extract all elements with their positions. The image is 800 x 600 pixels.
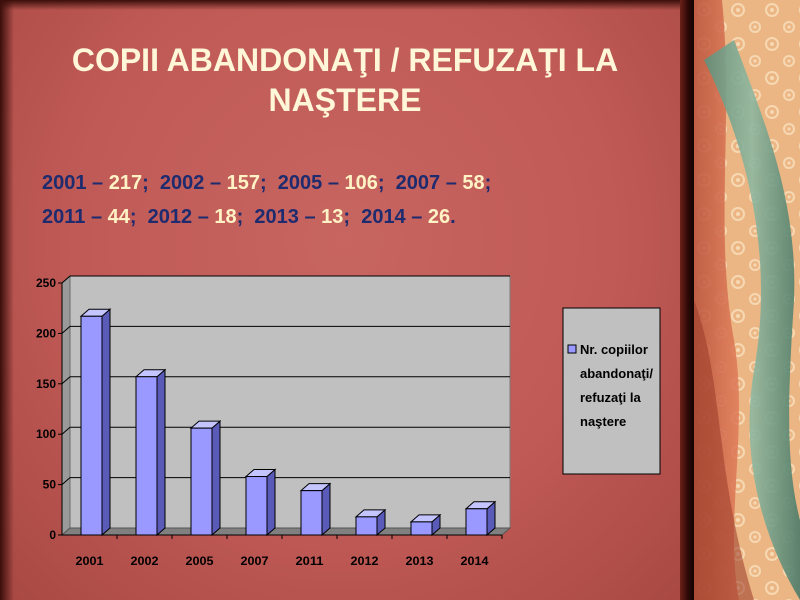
bar-2007 <box>244 468 277 537</box>
x-tick-label: 2007 <box>241 554 269 568</box>
y-tick-label: 50 <box>43 478 57 492</box>
gridline-side <box>61 477 71 485</box>
decorative-side-panel <box>694 0 800 600</box>
left-shadow <box>0 0 14 600</box>
value-separator: ; <box>484 172 492 194</box>
x-tick-label: 2013 <box>406 554 434 568</box>
x-tick-label: 2001 <box>76 554 104 568</box>
gridline-side <box>61 426 71 435</box>
x-tick-label: 2002 <box>131 554 159 568</box>
value-number: 18 <box>214 206 237 228</box>
legend-label-line: abandonaţi/ <box>580 366 653 381</box>
bar-front <box>245 476 268 536</box>
gridline-side <box>61 326 71 334</box>
top-shadow <box>0 0 688 10</box>
value-number: 26 <box>427 206 451 228</box>
bar-2013 <box>409 513 442 537</box>
legend-label-line: Nr. copiilor <box>580 342 648 357</box>
bar-2001 <box>79 308 112 537</box>
value-number: 44 <box>107 206 130 228</box>
bar-side <box>211 420 221 537</box>
value-separator: ; <box>129 206 137 228</box>
value-year: 2011 – <box>42 206 108 228</box>
value-year: 2007 – <box>384 172 463 194</box>
value-year: 2002 – <box>148 172 227 194</box>
legend-label-line: refuzaţi la <box>580 390 641 405</box>
bar-2011 <box>299 482 332 537</box>
y-tick-label: 200 <box>36 326 56 340</box>
bar-2012 <box>354 508 387 537</box>
gridline-side <box>61 275 71 284</box>
bar-side <box>156 368 166 537</box>
value-number: 217 <box>108 172 143 194</box>
value-year: 2013 – <box>243 206 322 228</box>
value-separator: ; <box>142 172 149 194</box>
value-year: 2014 – <box>350 206 428 228</box>
legend-box <box>562 307 661 475</box>
bar-side <box>101 308 111 537</box>
gridline-side <box>61 376 71 385</box>
bar-front <box>190 427 213 536</box>
value-separator: ; <box>343 206 351 228</box>
value-number: 157 <box>226 172 260 194</box>
value-separator: ; <box>236 206 244 228</box>
bar-front <box>80 315 103 536</box>
panel-divider <box>680 0 694 600</box>
value-separator: ; <box>377 172 385 194</box>
value-year: 2012 – <box>136 206 215 228</box>
bar-front <box>300 490 323 536</box>
slide-title: COPII ABANDONAŢI / REFUZAŢI LA NAŞTERE <box>71 42 619 118</box>
legend-swatch <box>567 344 577 354</box>
values-line-2: 2011 – 44; 2012 – 18; 2013 – 13; 2014 – … <box>42 204 662 230</box>
x-tick-label: 2012 <box>351 554 379 568</box>
legend-label-line: naştere <box>580 414 626 429</box>
y-tick-label: 150 <box>36 377 56 391</box>
plot-floor <box>60 527 512 536</box>
plot-side-wall <box>61 274 71 537</box>
y-tick-label: 0 <box>49 528 56 542</box>
bar-front <box>410 521 433 536</box>
value-number: 13 <box>321 206 344 228</box>
value-year: 2001 – <box>42 172 109 194</box>
bar-2002 <box>134 368 167 537</box>
bar-2005 <box>189 420 222 537</box>
value-separator: ; <box>260 172 267 194</box>
bar-front <box>465 508 488 536</box>
value-year: 2005 – <box>266 172 345 194</box>
bar-2014 <box>464 500 497 537</box>
y-tick-label: 250 <box>36 276 56 290</box>
value-number: 106 <box>344 172 378 194</box>
bar-side <box>266 468 276 537</box>
x-tick-label: 2014 <box>461 554 489 568</box>
bar-side <box>321 482 331 537</box>
values-line-1: 2001 – 217; 2002 – 157; 2005 – 106; 2007… <box>42 170 662 196</box>
bar-front <box>355 516 378 536</box>
x-tick-label: 2011 <box>296 554 324 568</box>
bar-chart: 0 50 100 150 200 250 2001 2002 2005 2007 2011 2012 2… <box>36 274 661 568</box>
bar-front <box>135 376 158 536</box>
decorative-pattern <box>694 0 800 600</box>
x-tick-label: 2005 <box>186 554 214 568</box>
y-tick-label: 100 <box>36 427 56 441</box>
value-number: 58 <box>462 172 485 194</box>
value-separator: . <box>450 206 456 228</box>
